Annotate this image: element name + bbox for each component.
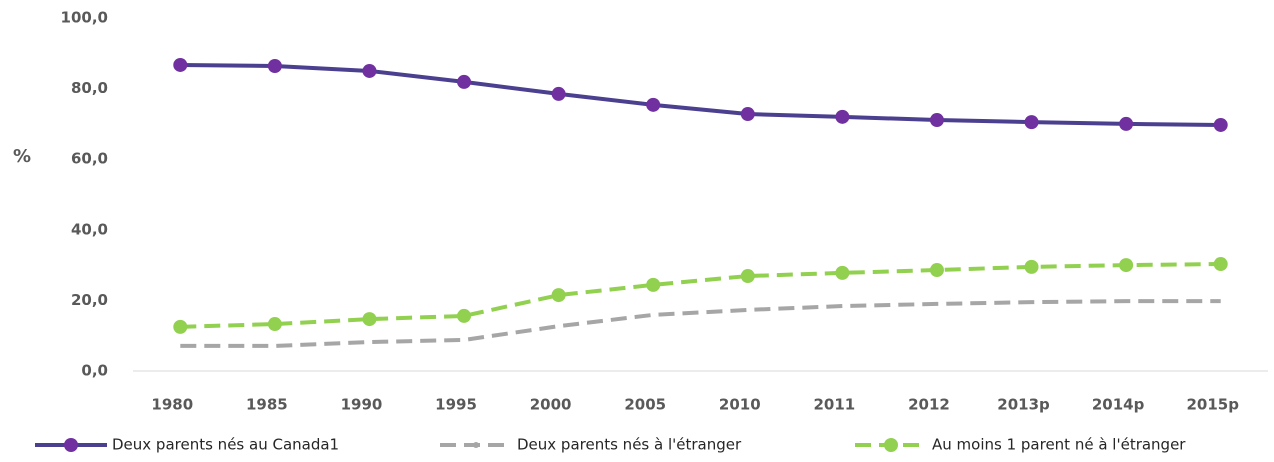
marker [835, 265, 850, 280]
marker [551, 288, 566, 303]
legend-marker [64, 438, 78, 452]
x-tick-label: 2011 [814, 396, 856, 414]
x-tick-label: 2005 [624, 396, 666, 414]
marker [1119, 258, 1134, 273]
marker [362, 312, 377, 327]
marker [929, 113, 944, 128]
marker [1119, 116, 1134, 131]
y-tick-label: 60,0 [71, 150, 108, 168]
x-tick-label: 1995 [435, 396, 477, 414]
marker [929, 263, 944, 278]
marker [551, 86, 566, 101]
marker [1024, 259, 1039, 274]
marker [173, 319, 188, 334]
x-tick-label: 2010 [719, 396, 761, 414]
marker [267, 59, 282, 74]
x-tick-label: 2012 [908, 396, 950, 414]
y-tick-label: 80,0 [71, 79, 108, 97]
marker [835, 109, 850, 124]
series-line [180, 62, 1221, 127]
legend-label: Deux parents nés au Canada1 [112, 436, 339, 454]
x-tick-label: 2000 [530, 396, 572, 414]
x-tick-label: 1990 [341, 396, 383, 414]
y-tick-label: 0,0 [81, 362, 108, 380]
marker [1213, 117, 1228, 132]
y-tick-label: 20,0 [71, 291, 108, 309]
x-tick-label: 1985 [246, 396, 288, 414]
y-axis-label: % [13, 146, 31, 167]
y-tick-label: 100,0 [61, 9, 108, 27]
y-tick-label: 40,0 [71, 220, 108, 238]
marker [173, 57, 188, 72]
marker [1213, 257, 1228, 272]
marker [457, 308, 472, 323]
x-tick-label: 2014p [1092, 396, 1145, 414]
marker [740, 107, 755, 122]
marker [267, 317, 282, 332]
marker [740, 269, 755, 284]
marker [646, 277, 661, 292]
series-line [180, 262, 1221, 329]
legend-label: Au moins 1 parent né à l'étranger [932, 436, 1186, 454]
marker [362, 63, 377, 78]
x-tick-label: 2013p [997, 396, 1050, 414]
marker [1024, 115, 1039, 130]
x-tick-label: 1980 [151, 396, 193, 414]
marker [646, 97, 661, 112]
legend-marker [884, 438, 898, 452]
x-tick-label: 2015p [1186, 396, 1239, 414]
legend-marker [473, 442, 479, 448]
legend-label: Deux parents nés à l'étranger [517, 436, 742, 454]
series-line [180, 299, 1221, 348]
marker [457, 74, 472, 89]
